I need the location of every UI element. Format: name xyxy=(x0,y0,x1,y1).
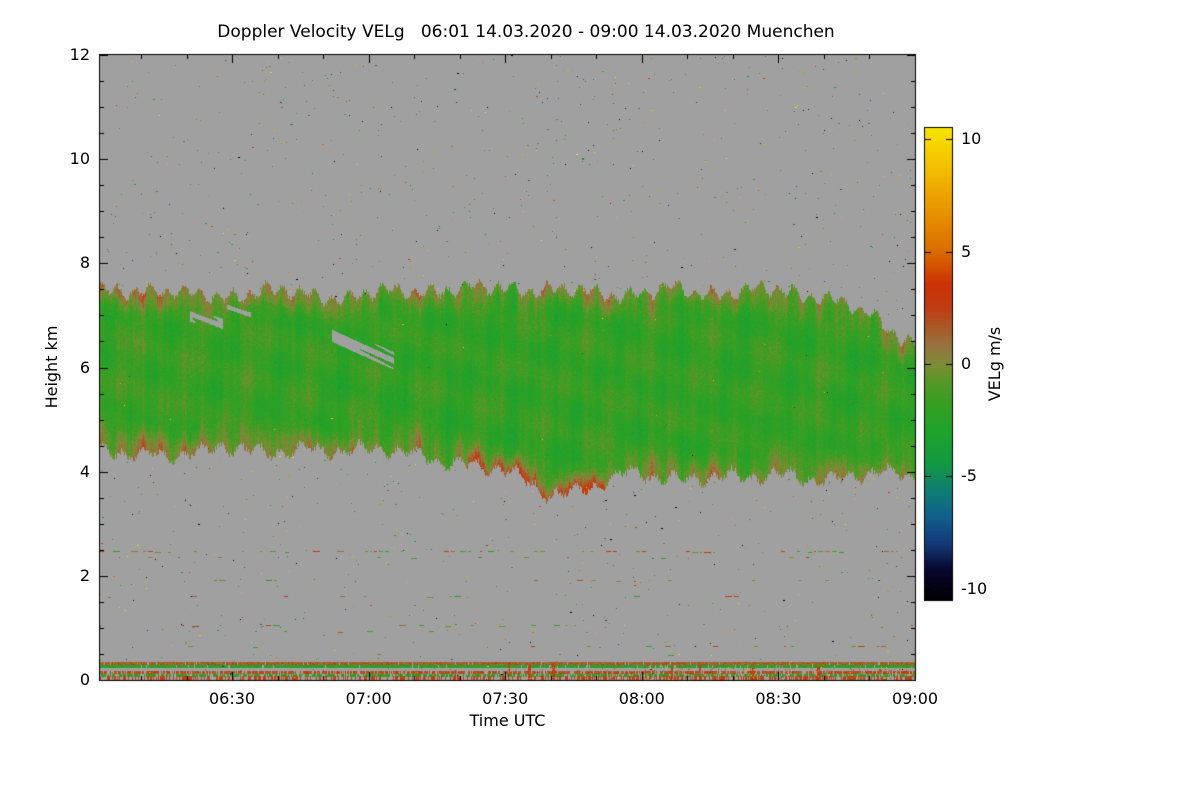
colorbar-tick-label: 10 xyxy=(961,129,982,149)
colorbar-tick-label: 5 xyxy=(961,241,972,261)
x-axis-tick-label: 08:00 xyxy=(618,689,665,708)
colorbar-tick-label: 0 xyxy=(961,354,972,373)
colorbar-tick-label: -5 xyxy=(961,466,977,486)
x-axis-label: Time UTC xyxy=(469,711,546,730)
x-axis-tick-label: 09:00 xyxy=(891,689,939,708)
x-axis-tick-label: 06:30 xyxy=(208,689,256,708)
x-axis-tick-label: 08:30 xyxy=(755,689,802,708)
y-axis-tick-label: 10 xyxy=(69,149,90,169)
y-axis-tick-label: 6 xyxy=(79,357,90,377)
x-axis-tick-label: 07:00 xyxy=(345,689,392,708)
x-axis-tick-label: 07:30 xyxy=(482,689,529,708)
chart-title: Doppler Velocity VELg 06:01 14.03.2020 -… xyxy=(217,22,835,42)
colorbar-tick-label: -10 xyxy=(961,578,988,598)
y-axis-tick-label: 12 xyxy=(69,45,90,64)
y-axis-tick-label: 2 xyxy=(79,565,90,585)
y-axis-tick-label: 8 xyxy=(79,253,90,273)
y-axis-tick-label: 0 xyxy=(79,670,90,689)
y-axis-tick-label: 4 xyxy=(79,461,90,481)
